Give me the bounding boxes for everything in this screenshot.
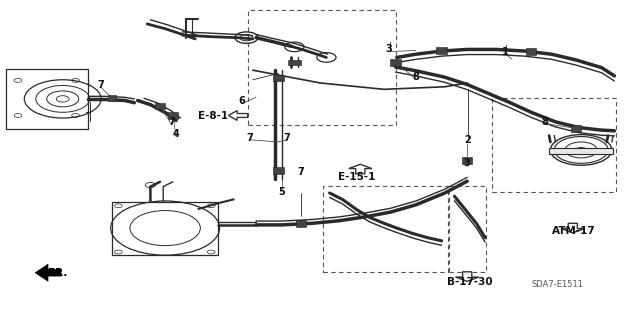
- Polygon shape: [228, 111, 248, 120]
- Bar: [526, 48, 536, 55]
- Bar: [492, 98, 616, 192]
- Bar: [273, 167, 284, 174]
- Text: ATM-17: ATM-17: [552, 226, 595, 235]
- Text: 8: 8: [413, 72, 419, 82]
- Polygon shape: [35, 264, 61, 281]
- Text: 3: 3: [464, 158, 470, 168]
- Bar: [462, 157, 472, 164]
- Bar: [273, 75, 284, 81]
- Polygon shape: [456, 272, 479, 281]
- Bar: [288, 60, 301, 65]
- Bar: [323, 186, 448, 272]
- Bar: [390, 59, 401, 66]
- Text: 3: 3: [386, 44, 392, 55]
- Text: B-17-30: B-17-30: [447, 277, 492, 286]
- Text: E-8-1: E-8-1: [198, 111, 228, 121]
- Circle shape: [550, 135, 612, 165]
- Text: 6: 6: [239, 96, 245, 107]
- Text: 8: 8: [542, 117, 548, 127]
- Bar: [571, 125, 581, 132]
- Polygon shape: [349, 164, 372, 174]
- Text: SDA7-E1511: SDA7-E1511: [531, 280, 583, 289]
- Text: 7: 7: [246, 133, 253, 143]
- Text: 7: 7: [168, 117, 175, 127]
- Text: 5: 5: [278, 187, 285, 197]
- Bar: [108, 95, 116, 101]
- Polygon shape: [561, 223, 584, 233]
- Text: 4: 4: [173, 129, 179, 139]
- Bar: [248, 10, 396, 125]
- Text: 1: 1: [502, 47, 509, 57]
- Bar: [112, 202, 218, 255]
- Bar: [155, 103, 165, 109]
- Bar: [6, 69, 88, 129]
- Bar: [296, 220, 306, 227]
- Bar: [168, 112, 178, 119]
- Text: 7: 7: [284, 133, 290, 143]
- Bar: [449, 186, 486, 272]
- Text: 2: 2: [464, 135, 470, 145]
- Bar: [436, 47, 447, 54]
- Text: 7: 7: [97, 79, 104, 90]
- Text: E-15-1: E-15-1: [338, 172, 375, 182]
- Bar: [549, 148, 613, 154]
- Text: FR.: FR.: [48, 268, 67, 278]
- Text: 7: 7: [298, 167, 304, 177]
